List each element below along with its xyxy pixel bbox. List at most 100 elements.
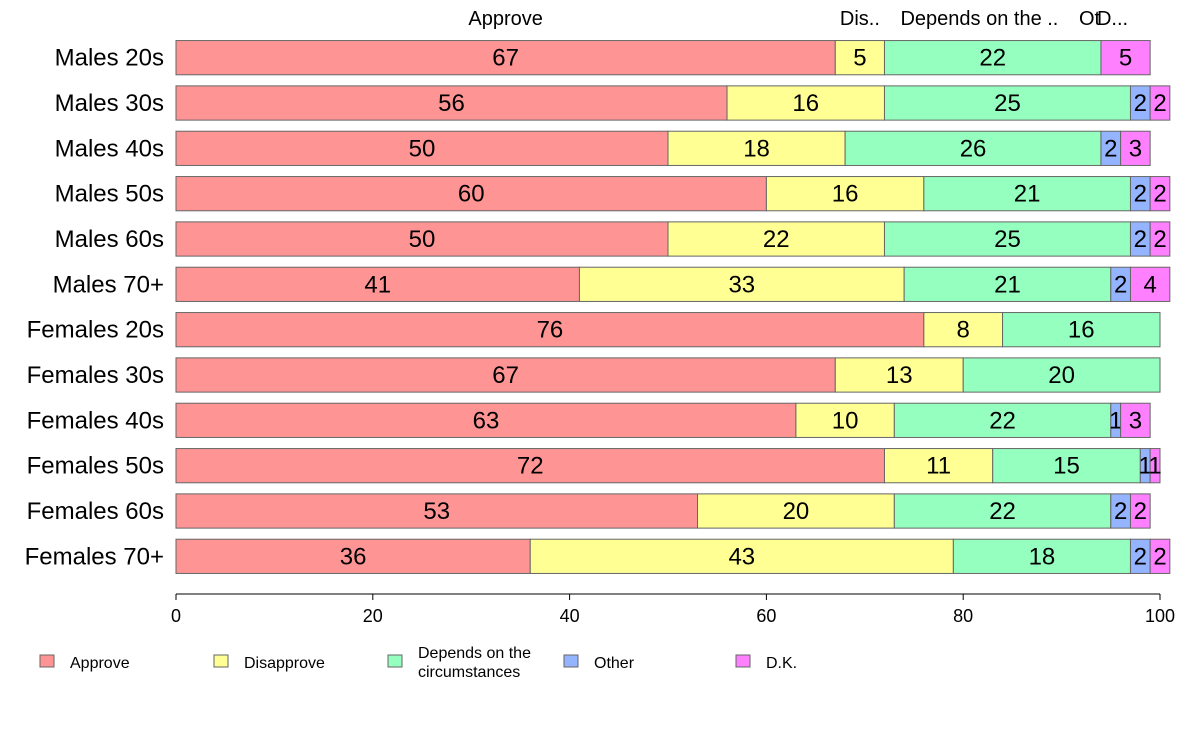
segment-value-label: 56 bbox=[438, 90, 465, 117]
segment-value-label: 50 bbox=[409, 226, 436, 253]
bar-segment bbox=[1129, 493, 1151, 529]
segment-value-label: 2 bbox=[1114, 271, 1127, 298]
segment-value-label: 25 bbox=[994, 226, 1021, 253]
bar-segment bbox=[578, 266, 905, 302]
legend-swatch bbox=[735, 654, 751, 668]
bar-segment bbox=[883, 85, 1131, 121]
category-label: Males 30s bbox=[55, 90, 164, 117]
bar-segment bbox=[1002, 312, 1161, 348]
segment-value-label: 25 bbox=[994, 90, 1021, 117]
bar-segment bbox=[1149, 85, 1171, 121]
segment-value-label: 67 bbox=[492, 362, 519, 389]
x-tick-label: 40 bbox=[560, 606, 580, 626]
bar-segment bbox=[923, 176, 1131, 212]
bar-segment bbox=[883, 221, 1131, 257]
segment-value-label: 2 bbox=[1134, 226, 1147, 253]
bar-segment bbox=[1120, 130, 1151, 166]
category-label: Females 20s bbox=[27, 317, 164, 344]
segment-value-label: 76 bbox=[537, 317, 564, 344]
segment-value-label: 5 bbox=[1119, 45, 1132, 72]
category-label: Males 20s bbox=[55, 45, 164, 72]
segment-value-label: 1 bbox=[1148, 453, 1161, 480]
segment-value-label: 2 bbox=[1134, 90, 1147, 117]
segment-value-label: 16 bbox=[832, 181, 859, 208]
segment-value-label: 13 bbox=[886, 362, 913, 389]
x-tick-label: 20 bbox=[363, 606, 383, 626]
series-top-label: D... bbox=[1097, 8, 1128, 30]
legend-swatch bbox=[387, 654, 403, 668]
segment-value-label: 2 bbox=[1153, 90, 1166, 117]
series-top-label: Dis.. bbox=[840, 8, 880, 30]
segment-value-label: 22 bbox=[989, 498, 1016, 525]
bar-segment bbox=[962, 357, 1161, 393]
segment-value-label: 10 bbox=[832, 407, 859, 434]
bar-segment bbox=[883, 448, 994, 484]
bar-segment bbox=[175, 130, 669, 166]
category-label: Females 60s bbox=[27, 498, 164, 525]
category-label: Males 70+ bbox=[53, 271, 164, 298]
bar-segment bbox=[175, 538, 531, 574]
segment-value-label: 26 bbox=[960, 135, 987, 162]
legend-label: Depends on the circumstances bbox=[418, 645, 531, 681]
bar-segment bbox=[903, 266, 1112, 302]
series-top-label: Depends on the .. bbox=[900, 8, 1058, 30]
segment-value-label: 2 bbox=[1114, 498, 1127, 525]
segment-value-label: 2 bbox=[1153, 226, 1166, 253]
series-top-label: Ot bbox=[1079, 8, 1101, 30]
bar-segment bbox=[1149, 176, 1171, 212]
legend-label-line: Approve bbox=[70, 655, 130, 672]
bar-segment bbox=[175, 493, 699, 529]
segment-value-label: 18 bbox=[1029, 543, 1056, 570]
bar-segment bbox=[992, 448, 1141, 484]
segment-value-label: 60 bbox=[458, 181, 485, 208]
segment-value-label: 16 bbox=[792, 90, 819, 117]
segment-value-label: 43 bbox=[728, 543, 755, 570]
bar-segment bbox=[175, 85, 728, 121]
legend-label-line: Depends on the bbox=[418, 645, 531, 662]
legend-label-line: Disapprove bbox=[244, 655, 325, 672]
category-label: Females 70+ bbox=[25, 543, 164, 570]
bar-segment bbox=[834, 357, 964, 393]
category-label: Females 30s bbox=[27, 362, 164, 389]
segment-value-label: 3 bbox=[1129, 135, 1142, 162]
bar-segment bbox=[765, 176, 925, 212]
segment-value-label: 1 bbox=[1139, 453, 1152, 480]
bar-segment bbox=[1149, 448, 1161, 484]
bar-segment bbox=[1120, 402, 1151, 438]
category-label: Males 40s bbox=[55, 135, 164, 162]
category-label: Females 50s bbox=[27, 453, 164, 480]
segment-value-label: 41 bbox=[364, 271, 391, 298]
segment-value-label: 2 bbox=[1104, 135, 1117, 162]
bar-segment bbox=[1149, 221, 1171, 257]
segment-value-label: 21 bbox=[1014, 181, 1041, 208]
segment-value-label: 2 bbox=[1153, 543, 1166, 570]
legend-label: Approve bbox=[70, 655, 130, 672]
bar-segment bbox=[175, 266, 580, 302]
segment-value-label: 16 bbox=[1068, 317, 1095, 344]
segment-value-label: 5 bbox=[853, 45, 866, 72]
legend-label-line: Other bbox=[594, 655, 635, 672]
segment-value-label: 2 bbox=[1153, 181, 1166, 208]
bar-segment bbox=[893, 493, 1112, 529]
series-top-label: Approve bbox=[468, 8, 543, 30]
legend-swatch bbox=[39, 654, 55, 668]
segment-value-label: 18 bbox=[743, 135, 770, 162]
bar-segment bbox=[834, 40, 885, 76]
category-label: Females 40s bbox=[27, 407, 164, 434]
bar-segment bbox=[795, 402, 895, 438]
x-tick-label: 100 bbox=[1145, 606, 1175, 626]
bar-segment bbox=[529, 538, 954, 574]
x-tick-label: 80 bbox=[953, 606, 973, 626]
segment-value-label: 2 bbox=[1134, 543, 1147, 570]
segment-value-label: 15 bbox=[1053, 453, 1080, 480]
legend-swatch bbox=[213, 654, 229, 668]
segment-value-label: 11 bbox=[926, 453, 951, 480]
segment-value-label: 53 bbox=[423, 498, 450, 525]
legend-label: D.K. bbox=[766, 655, 797, 672]
bar-segment bbox=[1100, 40, 1151, 76]
segment-value-label: 2 bbox=[1134, 181, 1147, 208]
bar-segment bbox=[726, 85, 885, 121]
bar-segment bbox=[893, 402, 1112, 438]
segment-value-label: 36 bbox=[340, 543, 367, 570]
